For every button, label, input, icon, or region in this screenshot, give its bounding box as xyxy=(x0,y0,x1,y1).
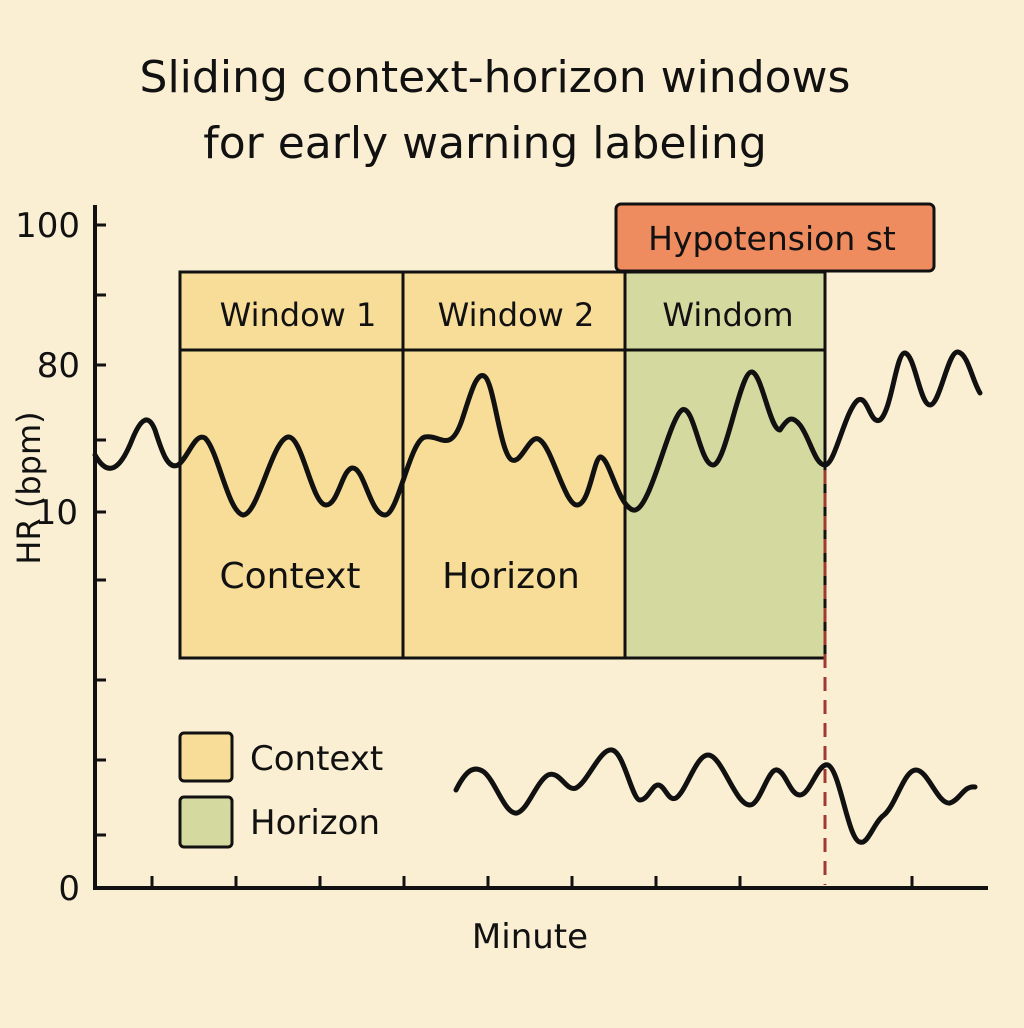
window-3-body xyxy=(623,348,827,660)
legend-swatch-context xyxy=(178,731,234,783)
window-1-label: Window 1 xyxy=(220,296,377,334)
y-tick-label-80: 80 xyxy=(37,346,80,386)
y-tick-marks xyxy=(95,223,106,837)
window-1-header xyxy=(178,270,405,352)
legend-swatch-horizon xyxy=(178,795,234,849)
legend: Context Horizon xyxy=(178,731,383,849)
x-tick-marks xyxy=(150,876,914,888)
x-axis-label: Minute xyxy=(472,917,588,957)
event-label: Hypotension st xyxy=(648,219,896,258)
event-banner xyxy=(614,202,936,273)
y-axis-label: HR (bpm) xyxy=(10,411,48,564)
title-line-2: for early warning labeling xyxy=(203,118,767,169)
window-2-body-label: Horizon xyxy=(442,556,580,597)
window-1-body xyxy=(178,348,405,660)
window-2-body xyxy=(401,348,627,660)
y-tick-label-0: 0 xyxy=(58,869,80,909)
hr-trace-lower xyxy=(453,747,978,845)
title-line-1: Sliding context-horizon windows xyxy=(140,52,851,103)
y-tick-label-100: 100 xyxy=(15,206,80,246)
hr-trace-upper xyxy=(92,349,983,518)
window-2-label: Window 2 xyxy=(438,296,595,334)
legend-label-context: Context xyxy=(250,739,383,779)
window-3-label: Windom xyxy=(662,296,793,334)
windows-group: Window 1 Window 2 Windom Context Horizon xyxy=(178,270,827,660)
y-tick-label-10: 10 xyxy=(35,493,78,533)
window-1-body-label: Context xyxy=(219,556,360,597)
legend-label-horizon: Horizon xyxy=(250,803,380,843)
window-2-header xyxy=(401,270,627,352)
